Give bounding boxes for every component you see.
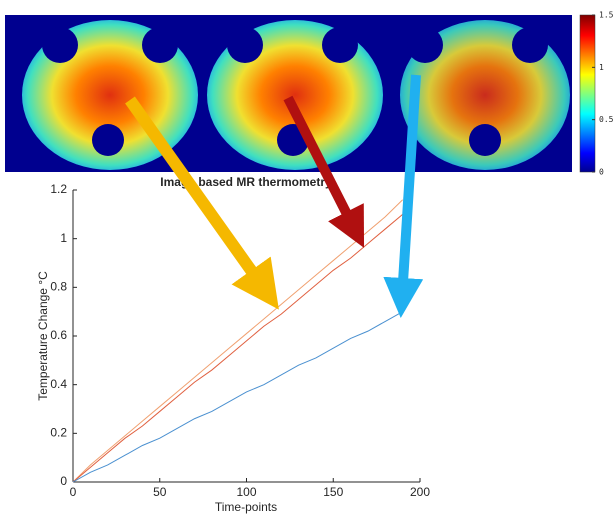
y-tick-label: 0.4 <box>50 377 67 391</box>
slice <box>400 20 570 170</box>
mr-images <box>5 15 595 172</box>
x-tick-label: 50 <box>153 485 167 499</box>
slice <box>207 20 383 170</box>
x-tick-label: 100 <box>236 485 256 499</box>
colorbar-tick-label: 1 <box>599 63 604 72</box>
y-tick-label: 1 <box>60 231 67 245</box>
x-tick-label: 0 <box>70 485 77 499</box>
x-tick-label: 200 <box>410 485 430 499</box>
series-line <box>73 312 403 482</box>
colorbar <box>580 15 595 172</box>
y-tick-label: 0 <box>60 474 67 488</box>
colorbar-tick-label: 0.5 <box>599 115 613 124</box>
x-tick-label: 150 <box>323 485 343 499</box>
y-tick-label: 1.2 <box>50 182 67 196</box>
y-tick-label: 0.2 <box>50 426 67 440</box>
colorbar-tick-label: 1.5 <box>599 11 613 20</box>
y-tick-label: 0.6 <box>50 328 67 342</box>
colorbar-tick-label: 0 <box>599 168 604 177</box>
y-tick-label: 0.8 <box>50 280 67 294</box>
slice <box>22 20 198 170</box>
x-axis-label: Time-points <box>215 500 277 514</box>
y-axis-label: Temperature Change °C <box>36 271 50 401</box>
figure: Image based MR thermometry Time-points T… <box>0 0 613 518</box>
